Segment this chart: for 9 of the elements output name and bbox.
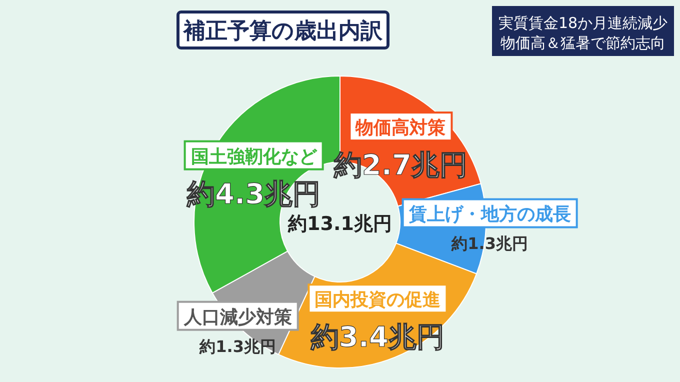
text: 実質賃金18か月連続減少	[498, 14, 668, 32]
slice-label: 物価高対策	[354, 118, 446, 139]
text: 物価高＆猛暑で節約志向	[500, 34, 666, 52]
slice-label: 人口減少対策	[182, 306, 292, 328]
chart-title: 補正予算の歳出内訳	[182, 19, 384, 44]
slice-label: 国土強靭化など	[190, 146, 318, 168]
text: 約13.1兆円	[287, 213, 392, 235]
slice-label: 国内投資の促進	[314, 290, 441, 311]
slice-label: 賃上げ・地方の成長	[408, 204, 571, 226]
